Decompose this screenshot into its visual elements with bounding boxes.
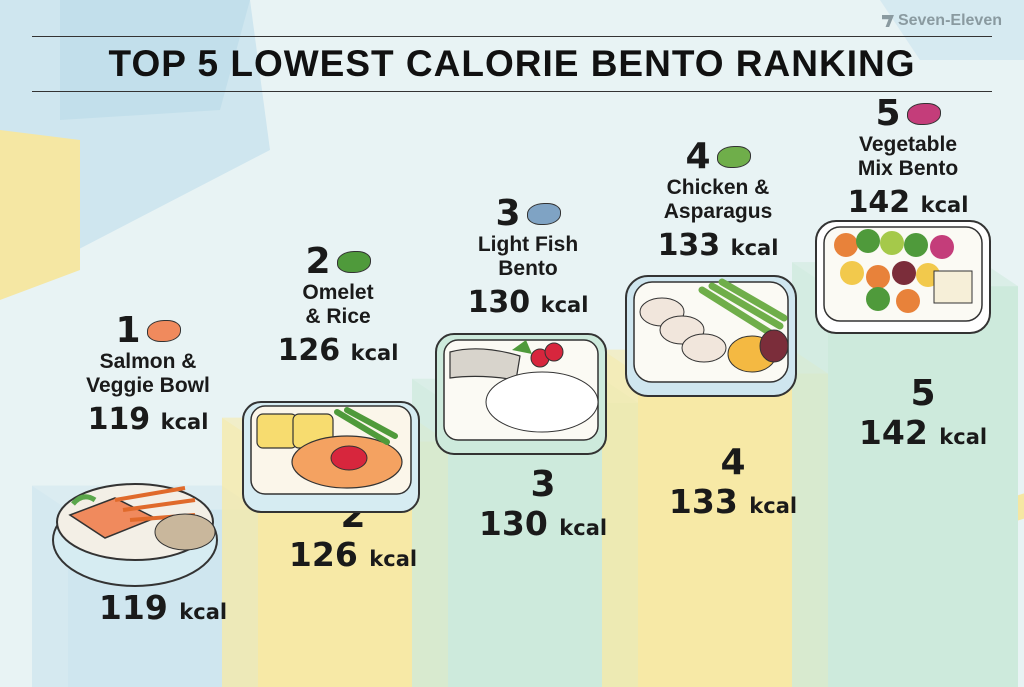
item-kcal-3: 130 kcal	[467, 285, 589, 320]
item-kcal-1: 119 kcal	[87, 402, 209, 437]
item-kcal-4: 133 kcal	[657, 228, 779, 263]
step-label-3: 3 130 kcal	[448, 465, 638, 547]
step-bar-front-5	[828, 286, 1018, 687]
item-name-3-line-1: Light Fish	[477, 233, 579, 256]
title-bar: TOP 5 LOWEST CALORIE BENTO RANKING	[32, 36, 992, 92]
item-name-1-line-2: Veggie Bowl	[86, 374, 210, 397]
asparagus-icon	[716, 146, 751, 168]
item-label-1: 1 Salmon & Veggie Bowl 119 kcal	[48, 312, 248, 440]
item-label-5: 5 Vegetable Mix Bento 142 kcal	[808, 95, 1008, 223]
rice-bowl-and-edamame-icon	[336, 251, 371, 273]
item-name-1-line-1: Salmon &	[99, 350, 197, 373]
bento-5-illustration	[815, 220, 991, 334]
item-rank-3: 3	[495, 193, 521, 234]
page-title: TOP 5 LOWEST CALORIE BENTO RANKING	[108, 43, 916, 84]
item-label-3: 3 Light Fish Bento 130 kcal	[428, 195, 628, 323]
step-label-5: 5 142 kcal	[828, 374, 1018, 456]
item-label-4: 4 Chicken & Asparagus 133 kcal	[618, 138, 818, 266]
step-kcal-5: 142 kcal	[858, 413, 988, 453]
item-label-2: 2 Omelet & Rice 126 kcal	[238, 243, 438, 371]
bento-3-illustration	[435, 333, 607, 455]
item-name-5-line-1: Vegetable	[858, 133, 958, 156]
item-name-3-line-2: Bento	[498, 257, 558, 280]
item-kcal-5: 142 kcal	[847, 185, 969, 220]
step-kcal-3: 130 kcal	[478, 504, 608, 544]
bento-2-illustration	[242, 401, 420, 513]
salmon-icon	[146, 320, 181, 342]
item-name-5-line-2: Mix Bento	[857, 157, 959, 180]
step-bar-side-4	[602, 349, 638, 687]
item-rank-1: 1	[115, 310, 141, 351]
step-rank-3: 3	[530, 464, 556, 506]
step-rank-5: 5	[910, 373, 936, 415]
step-bar-side-3	[412, 378, 448, 687]
step-label-4: 4 133 kcal	[638, 441, 828, 525]
step-kcal-1: 119 kcal	[98, 587, 228, 627]
item-rank-5: 5	[875, 93, 901, 134]
step-bar-side-5	[792, 262, 828, 687]
step-bar-5	[792, 262, 1018, 687]
step-kcal-4: 133 kcal	[668, 481, 798, 521]
item-name-4-line-2: Asparagus	[663, 200, 773, 223]
fish-icon	[526, 203, 561, 225]
brand-logo: Seven-Eleven	[881, 12, 1002, 30]
step-rank-4: 4	[720, 441, 746, 483]
item-name-2-line-1: Omelet	[302, 281, 374, 304]
item-kcal-2: 126 kcal	[277, 333, 399, 368]
item-name-2-line-2: & Rice	[305, 305, 371, 328]
item-rank-4: 4	[685, 136, 711, 177]
item-rank-2: 2	[305, 241, 331, 282]
bento-1-illustration	[52, 483, 218, 587]
step-kcal-2: 126 kcal	[288, 534, 418, 574]
brand-text: Seven-Eleven	[897, 12, 1002, 29]
item-name-4-line-1: Chicken &	[666, 176, 770, 199]
vegetables-icon	[906, 103, 941, 125]
bento-4-illustration	[625, 275, 797, 397]
